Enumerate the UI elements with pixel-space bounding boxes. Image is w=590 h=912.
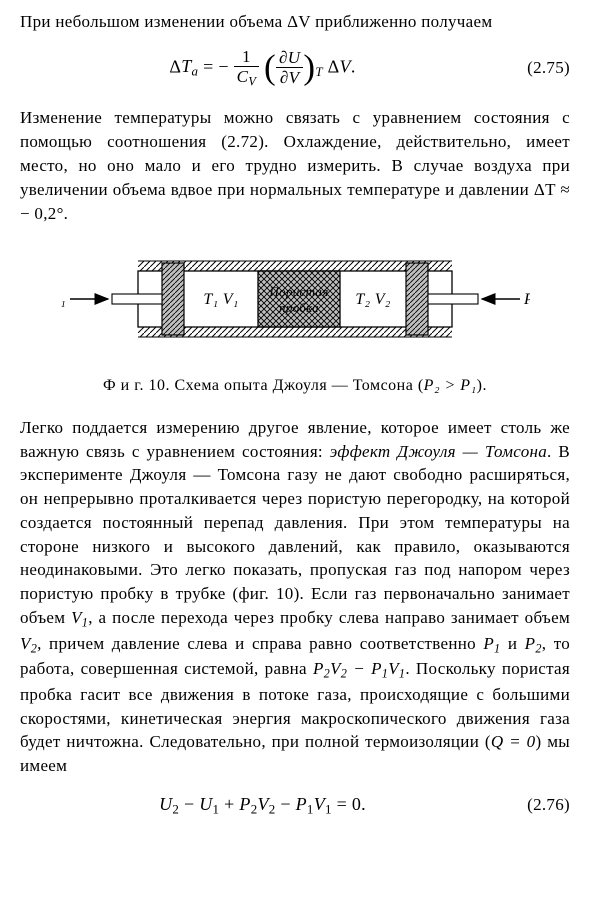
para3-c: . В эксперименте Джоуля — Томсона газу н…	[20, 442, 570, 628]
equation-276: U2 − U1 + P2V2 − P1V1 = 0.	[20, 792, 505, 819]
figure-caption-suffix: ).	[477, 377, 487, 394]
figure-10-svg: P₁ P₂ T₁ V₁ T₂ V₂ Пористаяпробка	[60, 243, 530, 365]
figure-caption-rel: P₂ > P₁	[424, 377, 477, 394]
figure-10-caption: Ф и г. 10. Схема опыта Джоуля — Томсона …	[20, 375, 570, 397]
para3-e: , причем давление слева и справа равно с…	[37, 634, 483, 653]
svg-text:P₂: P₂	[523, 291, 530, 308]
figure-10: P₁ P₂ T₁ V₁ T₂ V₂ Пористаяпробка	[20, 243, 570, 365]
para3-d: , а после перехода через пробку слева на…	[88, 608, 570, 627]
equation-number-275: (2.75)	[505, 56, 570, 80]
para-2: Изменение температуры можно связать с ур…	[20, 106, 570, 225]
svg-text:T₂ V₂: T₂ V₂	[355, 291, 390, 308]
sym-v2: V2	[20, 634, 37, 653]
para-3: Легко поддается измерению другое явление…	[20, 416, 570, 778]
equation-number-276: (2.76)	[505, 793, 570, 817]
equation-row-275: ΔTa = − 1CV (∂U∂V)T ΔV. (2.75)	[20, 48, 570, 89]
sym-v1: V1	[71, 608, 88, 627]
sym-p1: P1	[483, 634, 500, 653]
figure-caption-prefix: Ф и г. 10. Схема опыта Джоуля — Томсона …	[103, 377, 424, 394]
equation-row-276: U2 − U1 + P2V2 − P1V1 = 0. (2.76)	[20, 792, 570, 819]
para3-f: и	[500, 634, 524, 653]
sym-q0: Q = 0	[491, 732, 536, 751]
sym-work: P2V2 − P1V1	[313, 659, 405, 678]
svg-text:T₁ V₁: T₁ V₁	[203, 291, 238, 308]
svg-text:P₁: P₁	[60, 291, 66, 308]
sym-p2: P2	[525, 634, 542, 653]
svg-text:пробка: пробка	[279, 300, 319, 315]
equation-275: ΔTa = − 1CV (∂U∂V)T ΔV.	[20, 48, 505, 89]
para-intro-1: При небольшом изменении объема ΔV прибли…	[20, 10, 570, 34]
svg-text:Пористая: Пористая	[268, 284, 328, 299]
para3-effect-name: эффект Джоуля — Томсона	[330, 442, 547, 461]
